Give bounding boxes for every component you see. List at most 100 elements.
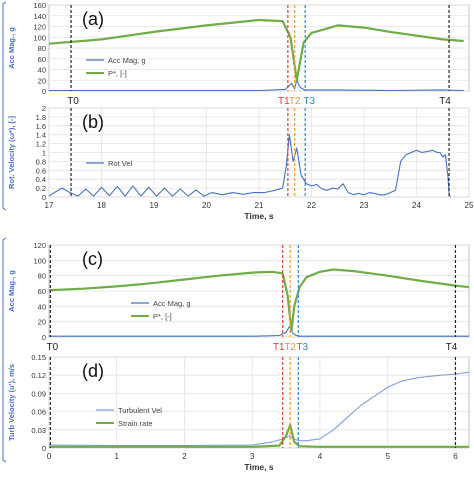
legend-entry: Turbulent Vel xyxy=(118,406,162,415)
y-tick-label: 80 xyxy=(38,44,46,53)
y-tick-label: 0.15 xyxy=(31,353,46,362)
x-tick-label: 17 xyxy=(45,201,54,210)
plot-area xyxy=(48,356,470,449)
x-tick-label: 0 xyxy=(47,452,52,461)
y-axis: 0 0.03 0.06 0.09 0.12 0.15 xyxy=(31,353,469,453)
x-tick-label: 3 xyxy=(250,452,255,461)
time-marker-label-t1: T1 xyxy=(273,342,285,353)
time-markers-a: T0 T1 T2 T3 T4 xyxy=(67,96,451,107)
x-axis: 17 18 19 20 21 22 23 24 25 Time, s xyxy=(45,108,474,221)
chart-panel-b: 00.20.40.60.811.21.41.61.82 17 18 19 20 21 22 2… xyxy=(7,104,474,221)
legend: Turbulent Vel Strain rate xyxy=(96,406,162,428)
y-tick-label: 20 xyxy=(38,318,46,327)
legend: Acc Mag, g P*, [-] xyxy=(131,299,191,321)
y-tick-label: 40 xyxy=(38,66,46,75)
y-tick-label: 40 xyxy=(38,302,46,311)
legend-entry: Rot Vel xyxy=(108,159,133,168)
series-line-turbulent-vel xyxy=(48,371,470,447)
y-tick-label: 160 xyxy=(33,1,46,10)
y-tick-label: 0.12 xyxy=(31,371,46,380)
y-axis: 0 20 40 60 80 100 120 xyxy=(33,241,469,342)
panel-label: (d) xyxy=(82,361,104,381)
y-axis-label: Turb Velocity (u'), m/s xyxy=(7,364,16,441)
y-tick-label: 0.09 xyxy=(31,389,46,398)
legend-entry: P*, [-] xyxy=(108,69,127,78)
panel-label: (c) xyxy=(82,249,103,269)
x-tick-label: 2 xyxy=(182,452,187,461)
time-marker-label-t0: T0 xyxy=(47,342,59,353)
legend: Acc Mag, g P*, [-] xyxy=(86,56,146,78)
y-tick-label: 60 xyxy=(38,55,46,64)
y-tick-label: 1.4 xyxy=(36,131,46,140)
time-marker-label-t2: T2 xyxy=(284,342,296,353)
x-tick-label: 21 xyxy=(255,201,264,210)
y-tick-label: 0.8 xyxy=(36,157,46,166)
x-tick-label: 1 xyxy=(115,452,120,461)
legend-entry: Acc Mag, g xyxy=(153,299,191,308)
time-marker-label-t3: T3 xyxy=(296,342,308,353)
panel-group-bracket-1 xyxy=(2,1,7,211)
legend-entry: P*, [-] xyxy=(153,312,172,321)
panel-label: (a) xyxy=(82,9,104,29)
bracket-line xyxy=(2,1,7,211)
panel-label: (b) xyxy=(82,112,104,132)
series-line-p xyxy=(48,268,470,332)
y-tick-label: 120 xyxy=(33,241,46,250)
y-tick-label: 0 xyxy=(42,87,46,96)
y-axis-label: Acc Mag., g xyxy=(7,27,16,69)
y-tick-label: 120 xyxy=(33,23,46,32)
y-tick-label: 60 xyxy=(38,287,46,296)
x-tick-label: 20 xyxy=(202,201,211,210)
y-tick-label: 100 xyxy=(33,256,46,265)
legend-entry: Acc Mag, g xyxy=(108,56,146,65)
y-tick-label: 0.2 xyxy=(36,184,46,193)
y-tick-label: 0 xyxy=(42,193,46,202)
y-tick-label: 1 xyxy=(42,149,46,158)
x-tick-label: 6 xyxy=(453,452,458,461)
x-axis-label: Time, s xyxy=(244,462,273,472)
y-tick-label: 0 xyxy=(42,444,46,453)
legend-entry: Strain rate xyxy=(118,419,153,428)
series-line-acc-mag-g xyxy=(49,325,469,337)
y-tick-label: 80 xyxy=(38,272,46,281)
x-tick-label: 25 xyxy=(465,201,474,210)
x-axis-label: Time, s xyxy=(244,211,273,221)
x-tick-label: 22 xyxy=(307,201,316,210)
panel-group-bracket-2 xyxy=(2,237,7,463)
y-tick-label: 1.8 xyxy=(36,113,46,122)
time-marker-label-t0: T0 xyxy=(67,96,79,107)
bracket-line xyxy=(2,237,7,463)
x-tick-label: 23 xyxy=(360,201,369,210)
y-tick-label: 140 xyxy=(33,12,46,21)
time-marker-label-t4: T4 xyxy=(439,96,451,107)
x-tick-label: 5 xyxy=(385,452,390,461)
series-line-strain-rate xyxy=(49,423,469,448)
series-line-rot-vel xyxy=(48,134,452,198)
x-tick-label: 18 xyxy=(97,201,106,210)
time-marker-label-t3: T3 xyxy=(303,96,315,107)
y-tick-label: 100 xyxy=(33,33,46,42)
y-tick-label: 20 xyxy=(38,76,46,85)
series-line-acc-mag-g xyxy=(49,78,464,92)
series-line-p xyxy=(48,18,464,82)
time-marker-label-t2: T2 xyxy=(289,96,301,107)
x-tick-label: 19 xyxy=(150,201,159,210)
time-marker-label-t1: T1 xyxy=(278,96,290,107)
y-axis-label: Acc Mag., g xyxy=(7,270,16,312)
y-tick-label: 0.06 xyxy=(31,408,46,417)
time-markers-c: T0 T1 T2 T3 T4 xyxy=(47,342,458,353)
y-tick-label: 0.03 xyxy=(31,426,46,435)
y-tick-label: 1.2 xyxy=(36,140,46,149)
x-tick-label: 4 xyxy=(318,452,323,461)
y-tick-label: 0 xyxy=(42,333,46,342)
time-marker-label-t4: T4 xyxy=(446,342,458,353)
y-axis-label: Rot. Velocity (ω*), [-] xyxy=(7,116,16,190)
y-tick-label: 0.4 xyxy=(36,175,46,184)
x-tick-label: 24 xyxy=(412,201,421,210)
chart-panel-c: 0 20 40 60 80 100 120 Acc Mag., g (c) Acc Mag, g P… xyxy=(7,241,470,342)
legend: Rot Vel xyxy=(86,159,133,168)
y-tick-label: 1.6 xyxy=(36,122,46,131)
